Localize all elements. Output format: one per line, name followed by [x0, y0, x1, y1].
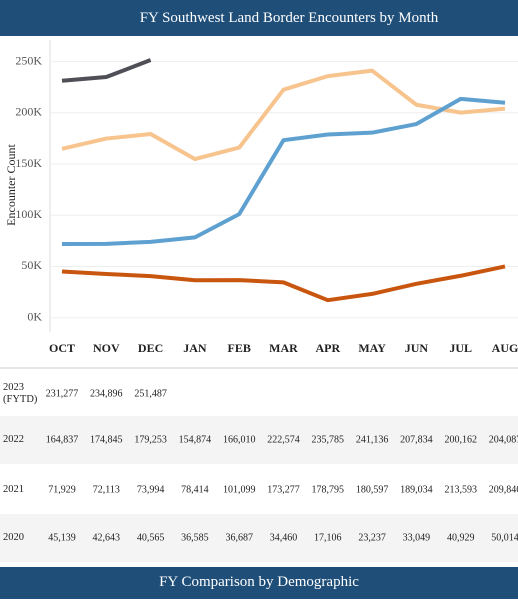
table-cell: 23,237 [358, 532, 386, 544]
x-tick-label: JAN [183, 341, 207, 355]
x-tick-label: APR [315, 341, 340, 355]
chart-title: FY Southwest Land Border Encounters by M… [0, 0, 518, 36]
x-tick-label: DEC [138, 341, 163, 355]
table-row: 2021 71,929 72,113 73,994 78,414 101,099 173,2… [0, 466, 518, 514]
table-cell: 40,929 [446, 532, 475, 544]
x-tick-label: FEB [228, 341, 251, 355]
table-cell: 231,277 [45, 388, 79, 400]
y-tick-label: 0K [27, 309, 42, 323]
table-cell: 78,414 [181, 484, 209, 496]
table-cell: 209,846 [488, 484, 518, 496]
y-tick-label: 250K [15, 53, 42, 67]
table-cell: 241,136 [355, 434, 389, 446]
table-cell: 180,597 [355, 484, 389, 496]
table-cell: 154,874 [178, 434, 212, 446]
table-cell: 204,087 [488, 434, 518, 446]
table-cell: 71,929 [48, 484, 76, 496]
y-tick-label: 200K [15, 105, 42, 119]
table-cell: 72,113 [92, 484, 120, 496]
y-tick-label: 150K [15, 156, 42, 170]
table-cell: 40,565 [136, 532, 165, 544]
x-tick-label: JUN [405, 341, 429, 355]
table-cell: 179,253 [134, 434, 167, 446]
series-line [61, 96, 506, 247]
table-cell: 200,162 [444, 434, 477, 446]
row-label: 2020 [3, 532, 24, 543]
section-title: FY Comparison by Demographic [0, 567, 518, 599]
y-tick-label: 100K [15, 207, 42, 221]
table-row: 2020 45,139 42,643 40,565 36,585 36,687 34,460… [0, 514, 518, 562]
table-cell: 36,585 [181, 532, 209, 544]
table-cell: 34,460 [269, 532, 298, 544]
y-tick-label: 50K [21, 258, 42, 272]
table-cell: 73,994 [136, 484, 165, 496]
table-cell: 50,014 [491, 532, 518, 544]
table-row: 2022 164,837 174,845 179,253 154,874 166,010 2… [0, 416, 518, 464]
table-cell: 33,049 [402, 532, 431, 544]
table-cell: 166,010 [222, 434, 256, 446]
row-label: 2021 [3, 484, 24, 495]
x-tick-label: NOV [93, 341, 120, 355]
table-cell: 235,785 [311, 434, 345, 446]
table-cell: 45,139 [48, 532, 76, 544]
table-cell: 189,034 [400, 484, 433, 496]
series-line [61, 58, 152, 83]
table-cell: 164,837 [45, 434, 79, 446]
table-cell: 178,795 [311, 484, 345, 496]
row-label: 2023 (FYTD) [3, 382, 38, 405]
y-axis-label: Encounter Count [4, 144, 18, 226]
series-line [61, 68, 506, 162]
x-tick-label: MAY [358, 341, 386, 355]
x-tick-label: OCT [49, 341, 75, 355]
table-cell: 36,687 [225, 532, 253, 544]
table-row: 2023 (FYTD) 231,277 234,896 251,487 [0, 370, 518, 418]
table-cell: 251,487 [134, 388, 167, 400]
row-label: 2022 [3, 434, 24, 445]
table-cell: 222,574 [267, 434, 300, 446]
table-cell: 234,896 [90, 388, 123, 400]
series-line [61, 264, 506, 303]
x-tick-label: MAR [269, 341, 298, 355]
chart: Encounter Count 0K 50K 100K 150K 200K 250K OCT… [0, 40, 518, 369]
table-cell: 173,277 [267, 484, 300, 496]
table-cell: 17,106 [314, 532, 342, 544]
table-cell: 174,845 [90, 434, 123, 446]
x-tick-label: AUG [492, 341, 518, 355]
table-cell: 207,834 [400, 434, 433, 446]
table-cell: 42,643 [92, 532, 121, 544]
x-tick-label: JUL [449, 341, 472, 355]
table-cell: 101,099 [222, 484, 256, 496]
table-cell: 213,593 [444, 484, 477, 496]
